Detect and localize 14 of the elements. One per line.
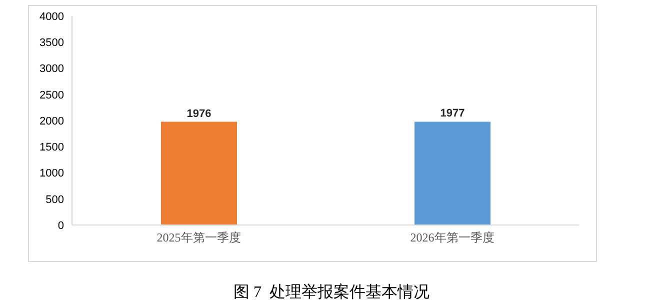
x-tick-label: 2025年第一季度 [156,230,241,245]
y-tick-label: 2000 [40,115,64,128]
data-label: 1977 [440,108,465,120]
data-label: 1976 [186,108,212,120]
y-tick-label: 1500 [40,142,64,154]
y-tick-label: 4000 [40,10,64,23]
y-tick-label: 3000 [40,63,64,76]
y-tick-label: 500 [46,194,64,206]
text: 图 7 处理举报案件基本情况 [232,282,430,303]
y-tick-label: 2500 [40,89,64,102]
y-tick-label: 1000 [40,168,64,180]
y-tick-label: 3500 [40,37,64,50]
x-tick-label: 2026年第一季度 [410,230,494,245]
y-tick-label: 0 [58,220,64,232]
